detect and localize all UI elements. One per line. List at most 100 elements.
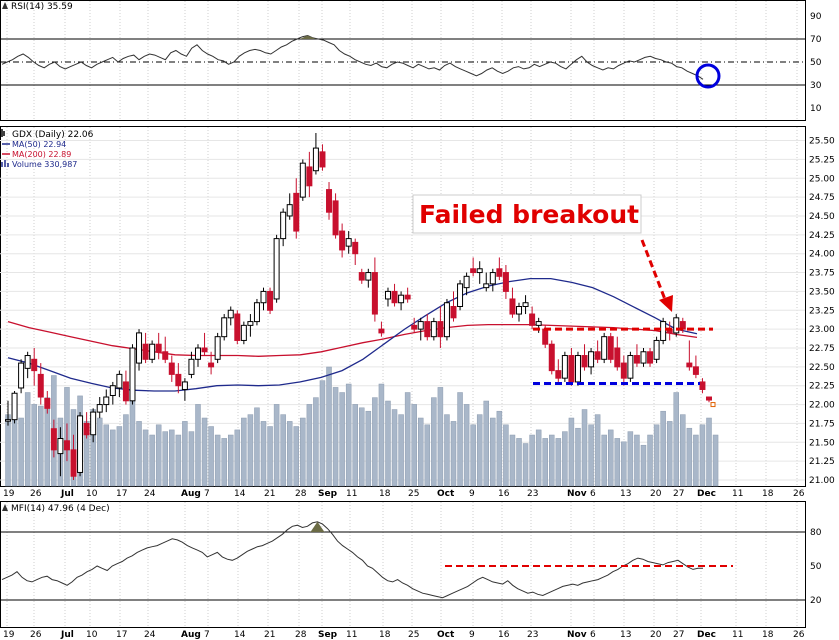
mfi-tick-label: 50 [810, 562, 822, 572]
x-tick-label: 11 [346, 489, 357, 499]
volume-bar [490, 417, 496, 487]
volume-bar [300, 417, 306, 487]
x-tick-label: Sep [318, 630, 338, 640]
volume-bar [306, 404, 313, 487]
rsi-tick-label: 50 [810, 58, 822, 68]
candle [162, 336, 169, 364]
volume-bar [267, 426, 273, 487]
candle [522, 295, 529, 315]
volume-bar [647, 434, 653, 487]
candle [391, 283, 398, 307]
x-tick-label: Jul [60, 630, 74, 640]
candle [529, 306, 536, 330]
candle [384, 287, 391, 307]
rsi-tick-label: 90 [810, 12, 822, 22]
volume-bar [653, 424, 660, 487]
x-tick-label: Oct [437, 630, 455, 640]
candle [221, 314, 228, 341]
mfi-tick-label: 80 [810, 528, 822, 538]
candle [280, 208, 287, 247]
candle [175, 363, 182, 394]
volume-bar [260, 421, 267, 487]
x-tick-label: 6 [590, 489, 596, 499]
volume-bar [214, 434, 221, 487]
x-tick-label: 21 [264, 489, 275, 499]
candle [122, 370, 129, 405]
volume-bar [110, 429, 116, 487]
x-tick-label: Sep [318, 489, 338, 499]
candle [267, 287, 274, 315]
volume-bar [241, 417, 247, 487]
candle [411, 317, 418, 333]
candle [227, 306, 234, 326]
volume-bar [666, 421, 673, 487]
legend-ma200: MA(200) 22.89 [12, 150, 71, 159]
candle [109, 381, 116, 405]
volume-bar [607, 429, 614, 487]
candle [502, 265, 509, 299]
volume-bar [378, 383, 385, 487]
candle [168, 355, 175, 382]
rsi-series [1, 34, 704, 80]
volume-bar [38, 405, 44, 487]
candle [607, 332, 614, 364]
x-tick-label: 26 [793, 630, 805, 640]
rsi-legend: RSI(14) 35.59 [11, 2, 73, 12]
volume-bar [96, 417, 103, 487]
x-tick-label: Nov [567, 489, 587, 499]
candle [398, 291, 405, 311]
x-tick-label: 11 [346, 630, 357, 640]
rsi-tick-label: 30 [810, 81, 822, 91]
price-tick-label: 25.25 [809, 155, 835, 165]
volume-bar [522, 443, 529, 487]
volume-bar [247, 414, 254, 487]
candle [57, 427, 64, 477]
x-tick-label: 20 [650, 489, 662, 499]
candle [103, 389, 110, 413]
x-tick-label: 11 [732, 489, 743, 499]
candle [483, 272, 490, 292]
x-tick-label: 7 [204, 489, 210, 499]
price-tick-label: 22.50 [809, 363, 835, 373]
candle [404, 287, 411, 303]
x-tick-label: 13 [620, 630, 631, 640]
volume-bar [562, 431, 568, 487]
candle [496, 257, 503, 281]
volume-bar [286, 421, 293, 487]
volume-bar [195, 404, 201, 487]
volume-bar [450, 421, 457, 487]
volume-bar [31, 404, 37, 487]
x-tick-label: 9 [469, 489, 475, 499]
candle [286, 193, 293, 220]
volume-bar [129, 400, 136, 487]
mfi-panel: 80 50 20 MFI(14) 47.96 (4 Dec) [0, 501, 822, 628]
x-tick-label: 17 [116, 489, 127, 499]
x-tick-label: 10 [86, 630, 98, 640]
candle [129, 344, 136, 405]
candle [568, 347, 575, 386]
candle [181, 378, 188, 401]
candle [214, 332, 221, 364]
x-tick-label: 27 [673, 630, 684, 640]
price-panel: 25.50 25.25 25.00 24.75 24.50 24.25 24.00 23.75… [0, 126, 835, 487]
mfi-overbought-fill [310, 521, 325, 532]
candle [11, 390, 18, 424]
candle [234, 310, 241, 345]
candle [70, 434, 77, 480]
volume-bar [332, 387, 339, 487]
candle [640, 347, 647, 367]
volume-bar [542, 438, 548, 487]
candle [509, 287, 516, 318]
x-tick-label: 20 [650, 630, 662, 640]
volume-bar [188, 431, 195, 487]
last-price-marker [710, 402, 716, 408]
legend-price: GDX (Daily) 22.06 [12, 130, 94, 140]
x-tick-label: 19 [3, 489, 15, 499]
arrow-head-icon [659, 295, 673, 312]
volume-bar [594, 414, 601, 487]
candle [555, 359, 562, 382]
candle [417, 317, 424, 341]
volume-bar [136, 421, 142, 487]
x-tick-label: 11 [732, 630, 743, 640]
volume-bar [18, 417, 24, 487]
